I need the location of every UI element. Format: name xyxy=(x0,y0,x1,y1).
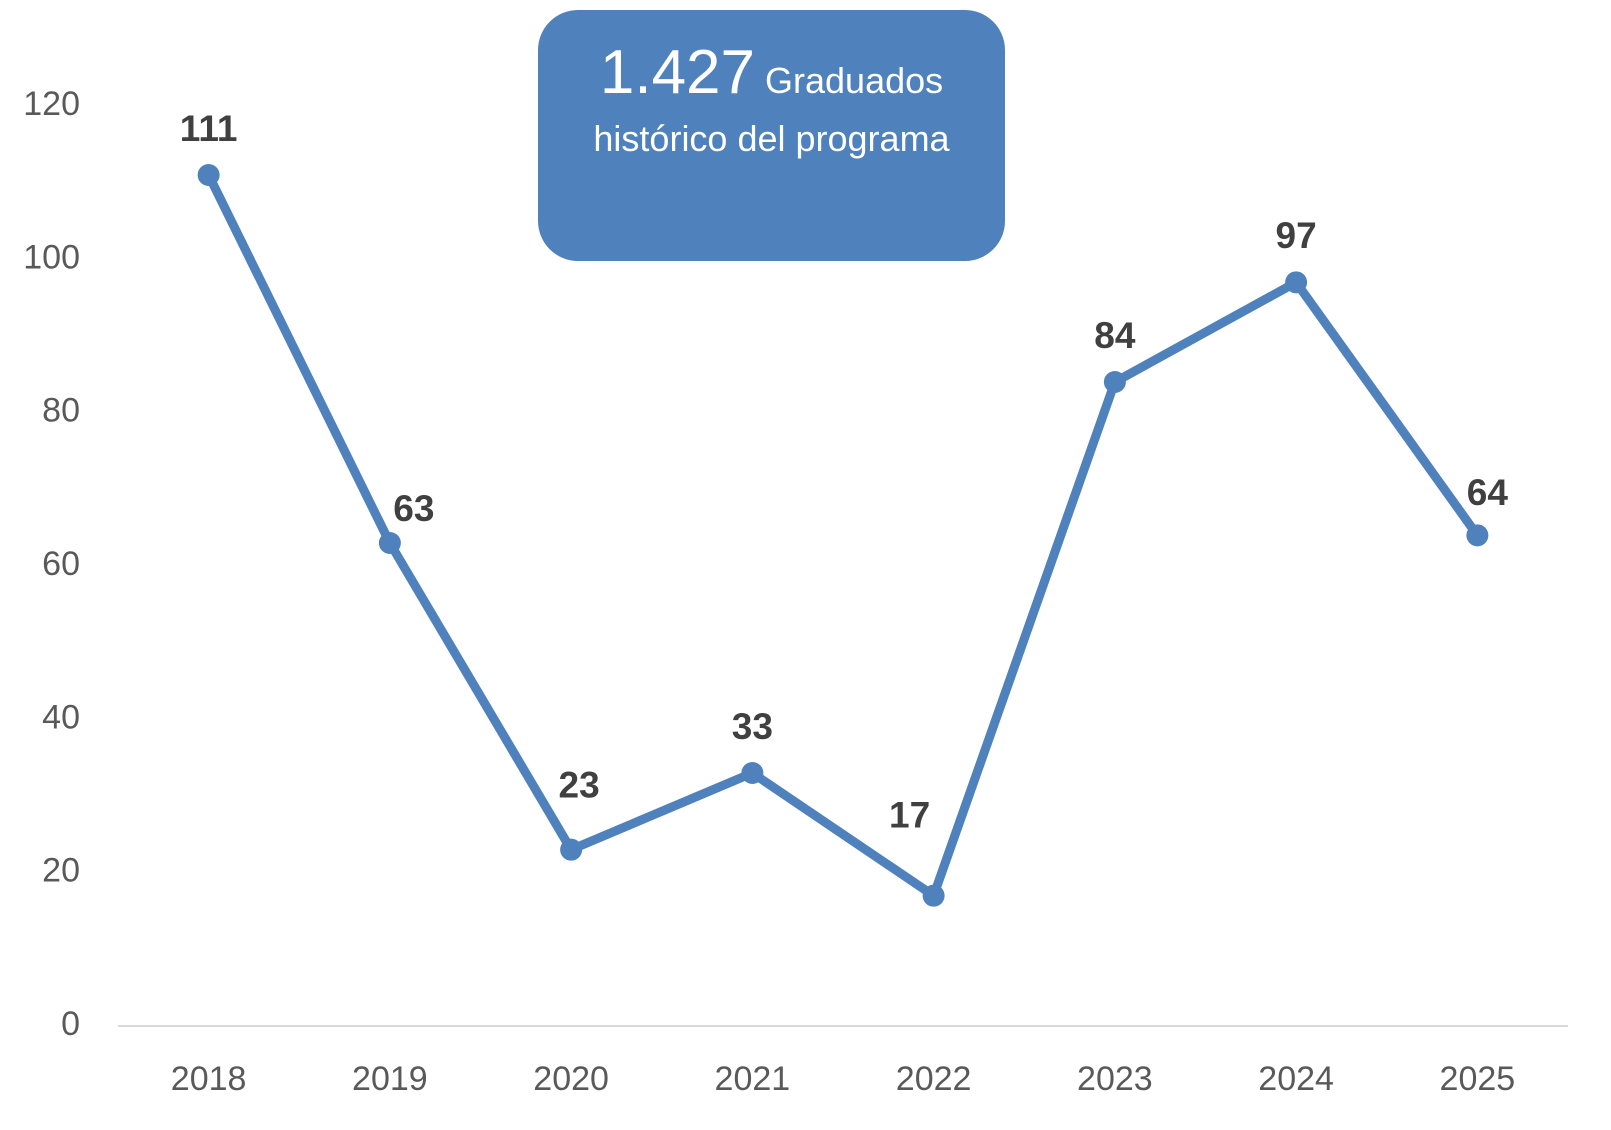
y-tick-label: 120 xyxy=(23,85,80,123)
x-tick-label: 2023 xyxy=(1077,1060,1153,1098)
annotation-caption: Graduados histórico del programa xyxy=(593,60,950,159)
annotation-text: 1.427 Graduados histórico del programa xyxy=(538,10,1005,261)
annotation-highlight: 1.427 xyxy=(599,38,756,107)
marker xyxy=(922,884,945,907)
y-tick-label: 40 xyxy=(42,698,80,736)
y-tick-label: 0 xyxy=(61,1005,80,1043)
data-label: 63 xyxy=(393,488,434,529)
marker xyxy=(1466,524,1489,547)
x-tick-label: 2019 xyxy=(352,1060,428,1098)
marker xyxy=(378,532,401,554)
x-tick-label: 2022 xyxy=(896,1060,972,1098)
annotation-box xyxy=(538,10,1005,261)
x-tick-label: 2024 xyxy=(1258,1060,1334,1098)
x-tick-label: 2025 xyxy=(1440,1060,1516,1098)
data-label: 17 xyxy=(889,794,930,835)
marker xyxy=(1285,271,1308,294)
y-tick-label: 20 xyxy=(42,852,80,890)
y-tick-label: 60 xyxy=(42,545,80,583)
y-tick-label: 80 xyxy=(42,392,80,430)
y-tick-label: 100 xyxy=(23,238,80,276)
data-label: 84 xyxy=(1094,315,1136,356)
marker xyxy=(741,762,764,784)
data-label: 97 xyxy=(1276,215,1317,256)
x-tick-label: 2018 xyxy=(171,1060,247,1098)
data-label: 23 xyxy=(559,764,600,805)
data-label: 33 xyxy=(732,706,773,747)
data-label: 64 xyxy=(1467,472,1509,513)
marker xyxy=(197,164,220,186)
x-tick-label: 2020 xyxy=(533,1060,609,1098)
x-tick-label: 2021 xyxy=(715,1060,791,1098)
data-label: 111 xyxy=(180,108,238,149)
line xyxy=(204,173,1482,901)
marker xyxy=(1103,371,1126,393)
annotation: 1.427 Graduados histórico del programa xyxy=(538,10,1005,261)
marker xyxy=(560,838,583,861)
